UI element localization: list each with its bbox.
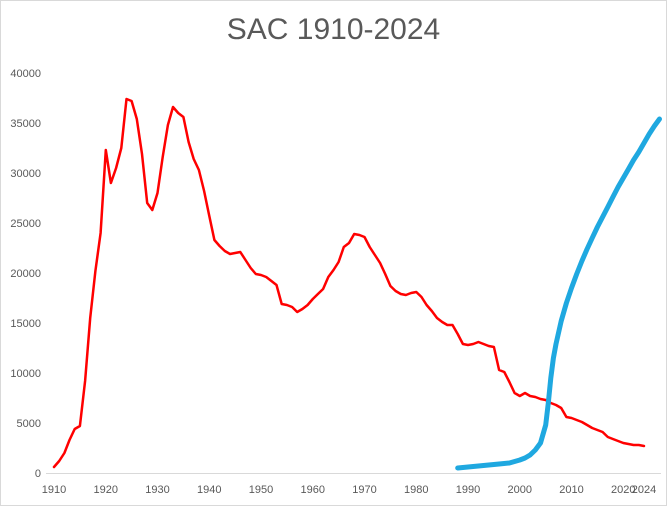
x-tick-label: 2024 (632, 484, 656, 496)
x-tick-label: 1990 (456, 484, 480, 496)
y-tick-label: 20000 (10, 268, 41, 280)
x-tick-label: 1960 (301, 484, 325, 496)
x-tick-label: 1920 (94, 484, 118, 496)
series-layer (52, 97, 662, 471)
x-tick-label: 2010 (559, 484, 583, 496)
y-tick-label: 35000 (10, 118, 41, 130)
x-tick-label: 1910 (42, 484, 66, 496)
x-tick-label: 1930 (145, 484, 169, 496)
y-tick-label: 40000 (10, 68, 41, 80)
x-tick-label: 1950 (249, 484, 273, 496)
x-tick-label: 1940 (197, 484, 221, 496)
y-tick-label: 10000 (10, 368, 41, 380)
y-tick-label: 5000 (17, 418, 41, 430)
y-tick-label: 25000 (10, 218, 41, 230)
x-tick-label: 1970 (352, 484, 376, 496)
y-axis: 0 5000 10000 15000 20000 25000 30000 35000 40000 (10, 68, 41, 480)
x-tick-label: 2000 (508, 484, 532, 496)
chart-title: SAC 1910-2024 (226, 13, 441, 46)
x-tick-label: 1980 (404, 484, 428, 496)
x-tick-label: 2020 (611, 484, 635, 496)
y-tick-label: 0 (35, 468, 41, 480)
x-axis: 1910 1920 1930 1940 1950 1960 1970 1980 1990 2000… (42, 484, 656, 496)
y-tick-label: 15000 (10, 318, 41, 330)
series-line-1 (52, 97, 646, 469)
y-tick-label: 30000 (10, 168, 41, 180)
series-line-2 (455, 116, 662, 471)
